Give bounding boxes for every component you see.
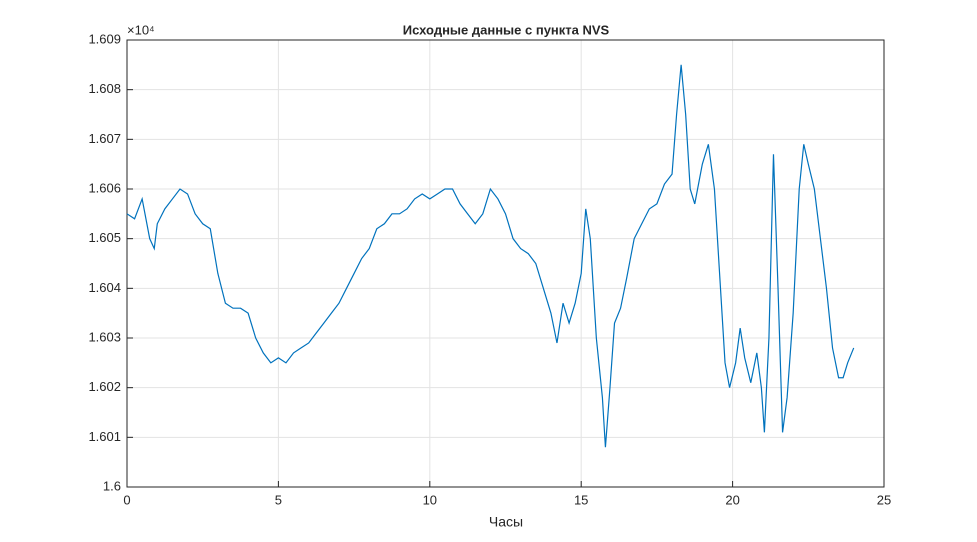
x-tick-label: 0 <box>123 492 130 507</box>
y-tick-label: 1.606 <box>88 180 121 195</box>
y-exponent: ×10⁴ <box>127 22 155 37</box>
data-line <box>126 64 855 448</box>
x-tick-label: 20 <box>725 492 739 507</box>
x-axis-label: Часы <box>489 514 523 530</box>
y-tick-label: 1.608 <box>88 81 121 96</box>
y-tick-label: 1.604 <box>88 280 121 295</box>
x-tick-label: 5 <box>275 492 282 507</box>
y-tick-label: 1.605 <box>88 230 121 245</box>
x-tick-label: 15 <box>574 492 588 507</box>
axes-box <box>126 39 885 488</box>
y-tick-label: 1.607 <box>88 131 121 146</box>
y-tick-label: 1.6 <box>103 478 121 493</box>
y-tick-label: 1.603 <box>88 329 121 344</box>
y-tick-label: 1.602 <box>88 379 121 394</box>
chart-title: Исходные данные с пункта NVS <box>403 22 610 37</box>
x-tick-label: 10 <box>423 492 437 507</box>
x-tick-label: 25 <box>877 492 891 507</box>
y-tick-label: 1.609 <box>88 31 121 46</box>
y-tick-label: 1.601 <box>88 429 121 444</box>
